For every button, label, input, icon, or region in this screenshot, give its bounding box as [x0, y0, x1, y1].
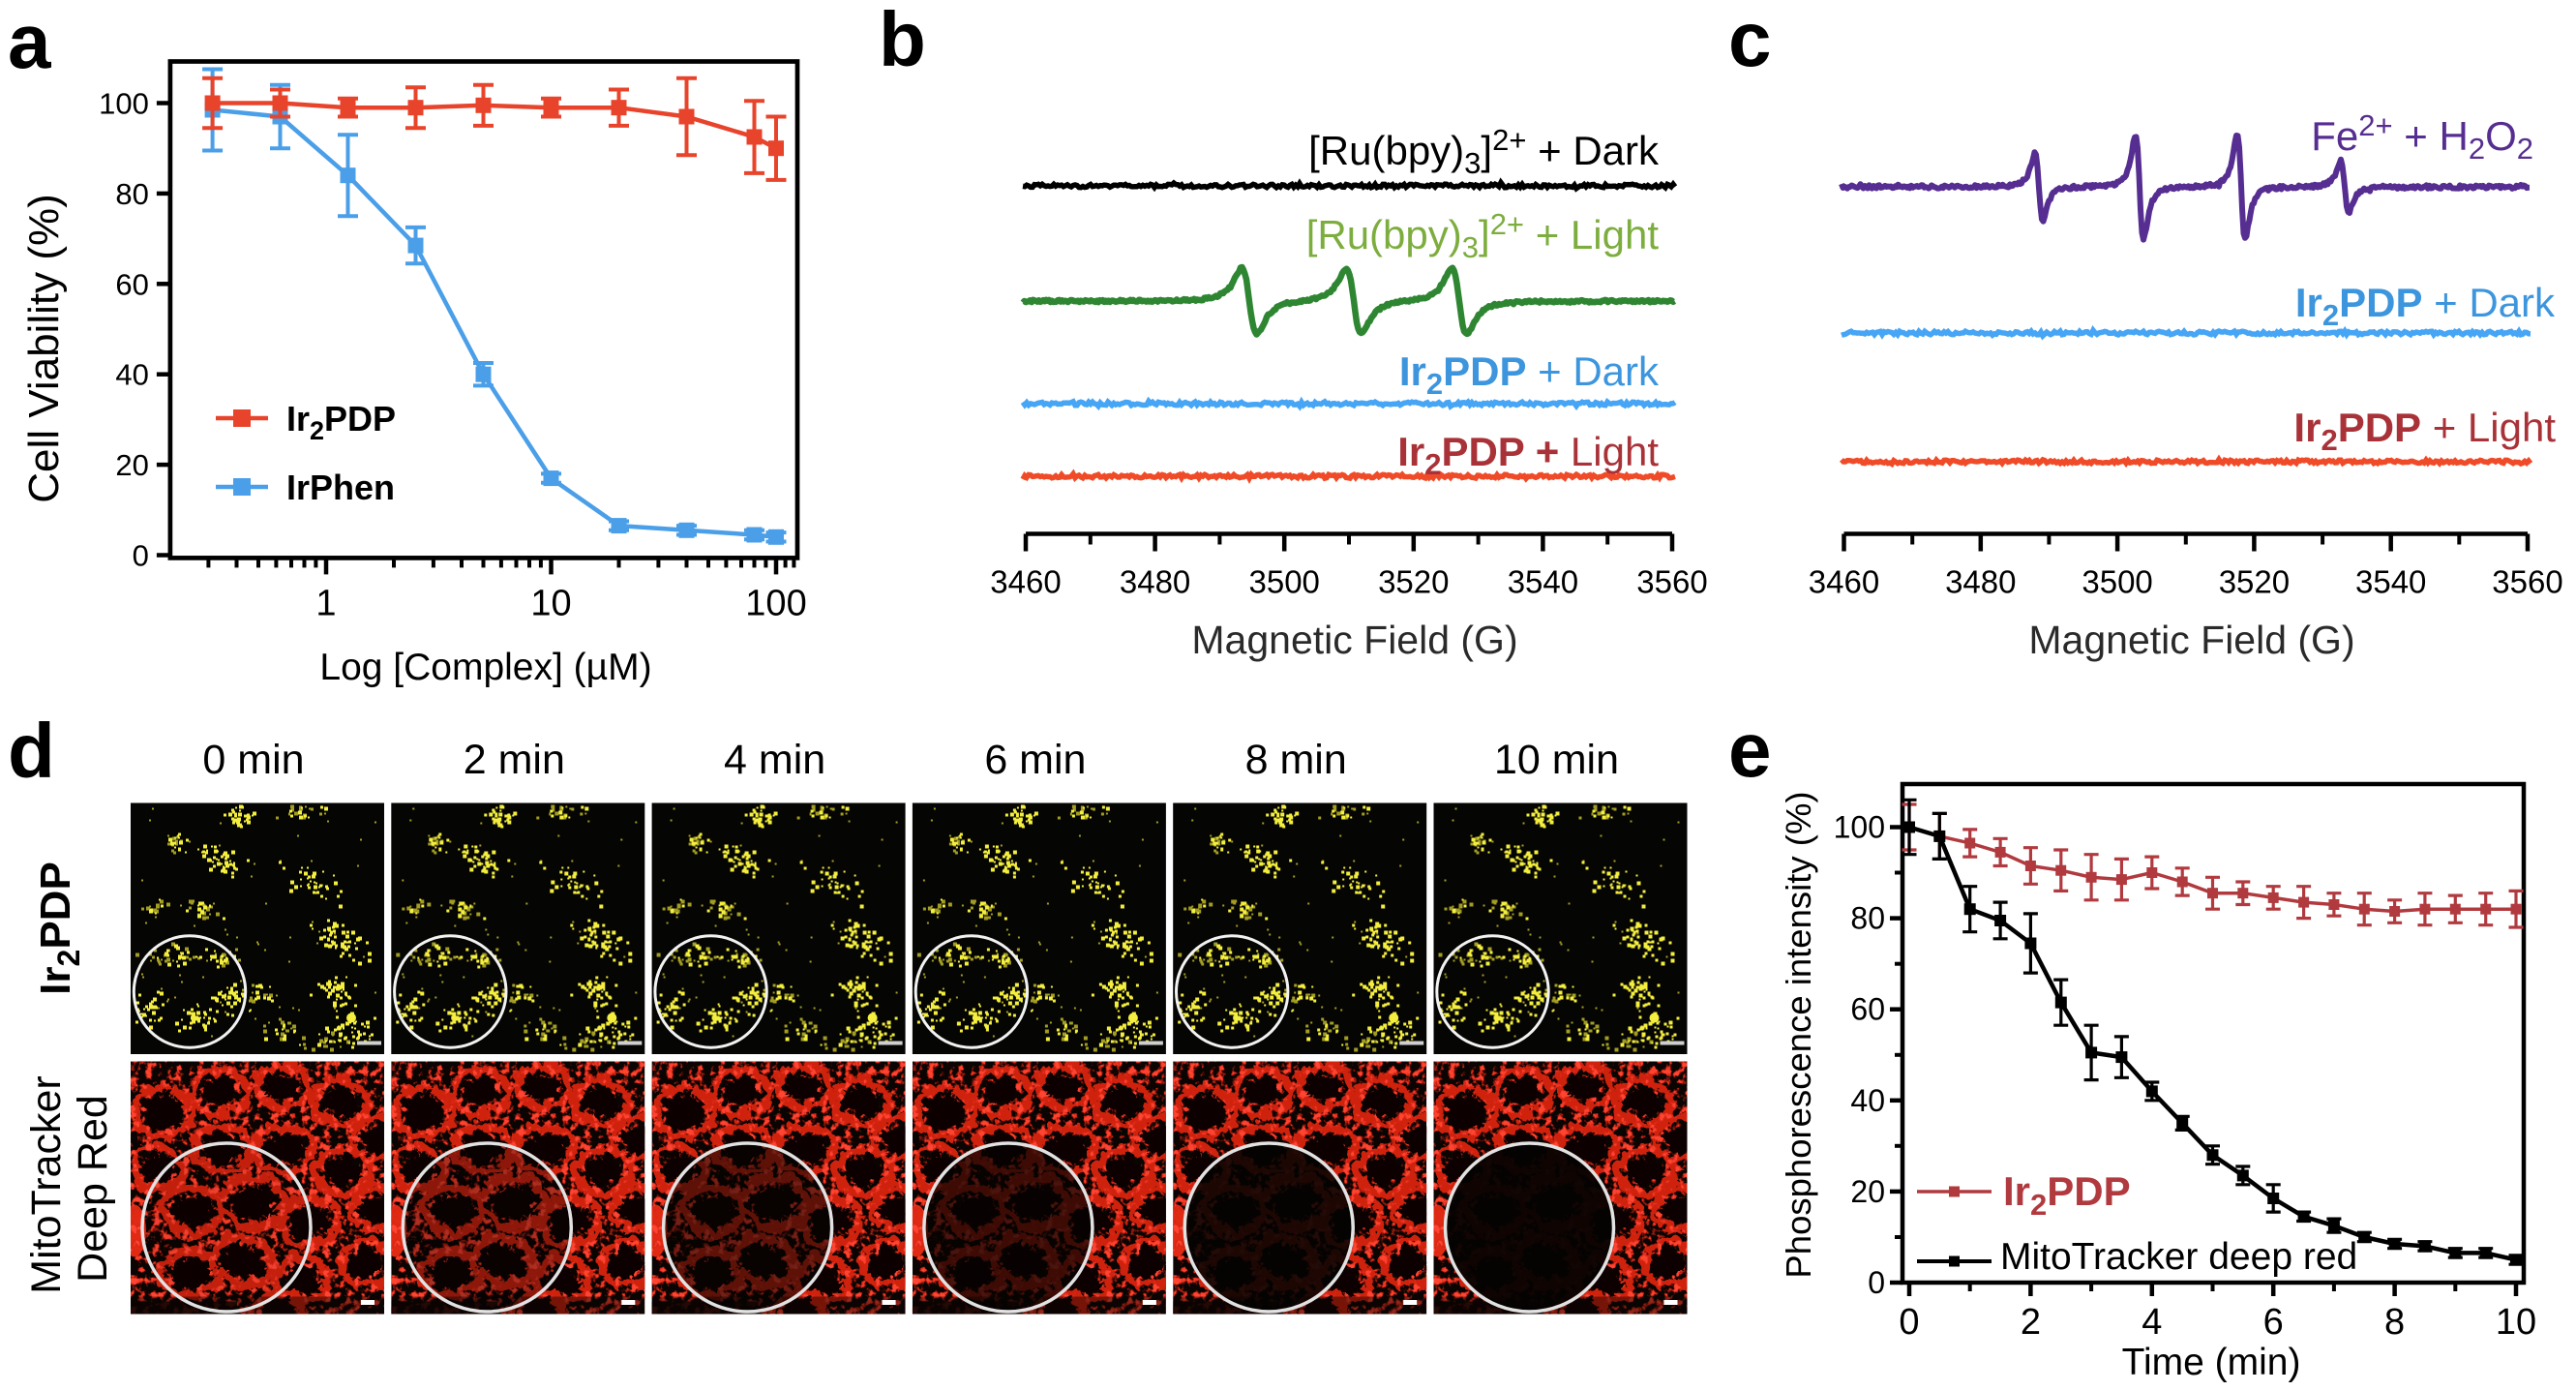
svg-text:80: 80 — [1850, 901, 1885, 936]
svg-text:Magnetic Field (G): Magnetic Field (G) — [1191, 618, 1517, 662]
svg-text:Phosphorescence intensity (%): Phosphorescence intensity (%) — [1779, 791, 1818, 1278]
svg-text:6 min: 6 min — [984, 737, 1086, 783]
svg-text:Magnetic Field (G): Magnetic Field (G) — [2028, 618, 2354, 662]
svg-text:100: 100 — [1834, 810, 1885, 845]
svg-text:Fe2+ + H2O2: Fe2+ + H2O2 — [2311, 108, 2533, 166]
svg-text:Cell Viability (%): Cell Viability (%) — [20, 194, 68, 503]
svg-text:Log [Complex] (µM): Log [Complex] (µM) — [319, 647, 651, 688]
svg-text:0: 0 — [133, 539, 149, 573]
svg-text:80: 80 — [115, 177, 148, 211]
svg-text:[Ru(bpy)3]2+ + Dark: [Ru(bpy)3]2+ + Dark — [1308, 123, 1660, 180]
svg-text:[Ru(bpy)3]2+ + Light: [Ru(bpy)3]2+ + Light — [1306, 207, 1660, 264]
svg-text:3560: 3560 — [2492, 564, 2562, 600]
svg-text:Ir2PDP + Dark: Ir2PDP + Dark — [1399, 348, 1660, 401]
svg-text:Ir2PDP + Light: Ir2PDP + Light — [2293, 405, 2556, 457]
svg-text:3480: 3480 — [1120, 564, 1190, 600]
svg-text:1: 1 — [315, 583, 336, 623]
svg-text:Ir2PDP + Dark: Ir2PDP + Dark — [2295, 280, 2556, 332]
svg-text:3460: 3460 — [990, 564, 1061, 600]
svg-text:e: e — [1728, 707, 1772, 793]
svg-text:0 min: 0 min — [202, 737, 304, 783]
svg-text:Deep Red: Deep Red — [70, 1095, 116, 1283]
svg-text:Ir2PDP: Ir2PDP — [2003, 1168, 2131, 1222]
svg-text:100: 100 — [745, 583, 806, 623]
svg-text:2: 2 — [2021, 1302, 2041, 1343]
svg-text:Ir2PDP + Light: Ir2PDP + Light — [1397, 429, 1659, 481]
svg-text:100: 100 — [99, 87, 149, 121]
svg-text:4: 4 — [2142, 1302, 2162, 1343]
svg-text:MitoTracker deep red: MitoTracker deep red — [2000, 1236, 2357, 1278]
svg-text:10 min: 10 min — [1494, 737, 1619, 783]
svg-text:Time (min): Time (min) — [2122, 1342, 2301, 1383]
svg-text:4 min: 4 min — [724, 737, 825, 783]
svg-text:Ir2PDP: Ir2PDP — [286, 399, 396, 445]
svg-text:60: 60 — [1850, 992, 1885, 1027]
svg-text:10: 10 — [530, 583, 571, 623]
svg-text:b: b — [879, 0, 926, 82]
svg-text:3500: 3500 — [1248, 564, 1319, 600]
svg-text:3520: 3520 — [2219, 564, 2290, 600]
svg-text:8: 8 — [2384, 1302, 2405, 1343]
svg-text:2 min: 2 min — [464, 737, 565, 783]
svg-text:a: a — [8, 0, 51, 84]
svg-text:0: 0 — [1868, 1265, 1885, 1300]
svg-text:40: 40 — [1850, 1083, 1885, 1118]
svg-text:IrPhen: IrPhen — [286, 468, 395, 507]
svg-text:MitoTracker: MitoTracker — [23, 1075, 70, 1293]
svg-text:d: d — [8, 708, 55, 794]
svg-text:3560: 3560 — [1636, 564, 1707, 600]
svg-text:3520: 3520 — [1378, 564, 1449, 600]
svg-text:20: 20 — [115, 448, 148, 482]
svg-text:40: 40 — [115, 358, 148, 392]
svg-text:3480: 3480 — [1945, 564, 2016, 600]
svg-text:3460: 3460 — [1809, 564, 1879, 600]
svg-text:8 min: 8 min — [1245, 737, 1347, 783]
svg-text:20: 20 — [1850, 1174, 1885, 1209]
svg-text:0: 0 — [1899, 1302, 1919, 1343]
svg-text:Ir2PDP: Ir2PDP — [32, 862, 86, 995]
svg-text:c: c — [1728, 0, 1772, 82]
svg-text:6: 6 — [2263, 1302, 2284, 1343]
svg-text:10: 10 — [2496, 1302, 2536, 1343]
svg-text:3500: 3500 — [2082, 564, 2152, 600]
svg-text:3540: 3540 — [2355, 564, 2426, 600]
svg-text:3540: 3540 — [1508, 564, 1578, 600]
svg-text:60: 60 — [115, 267, 148, 301]
